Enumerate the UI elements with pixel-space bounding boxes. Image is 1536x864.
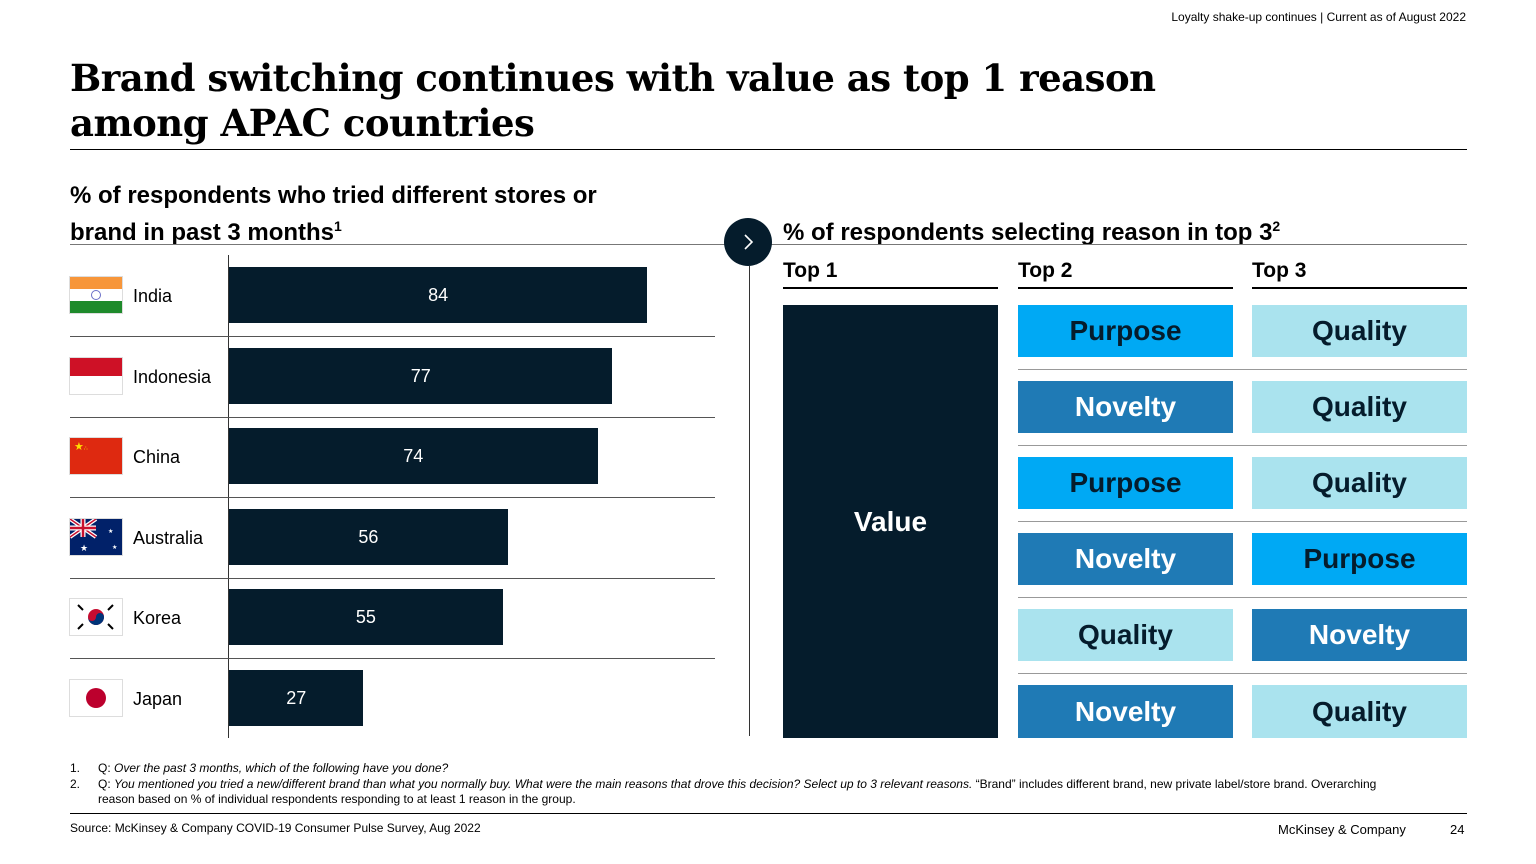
bar-value-label: 56	[358, 526, 379, 547]
bar-value-label: 74	[403, 445, 424, 466]
bar-korea: 55	[229, 589, 503, 645]
left-chart-title: % of respondents who tried different sto…	[70, 182, 597, 246]
country-label: India	[133, 286, 173, 306]
right-title-divider	[770, 244, 1467, 245]
reason-cell-novelty: Novelty	[1018, 533, 1233, 585]
indonesia-flag-icon	[70, 358, 122, 394]
page-number: 24	[1450, 822, 1465, 837]
japan-flag-icon	[70, 680, 122, 716]
row-separator	[1018, 369, 1467, 370]
bar-indonesia: 77	[229, 348, 613, 404]
svg-text:★: ★	[108, 528, 113, 535]
section-divider	[749, 266, 750, 736]
china-flag-icon: ★∴	[70, 438, 122, 474]
reason-cell-novelty: Novelty	[1018, 381, 1233, 433]
bar-value-label: 77	[410, 365, 431, 386]
row-separator	[1018, 521, 1467, 522]
reason-cell-novelty: Novelty	[1018, 685, 1233, 738]
reason-cell-purpose: Purpose	[1018, 305, 1233, 357]
row-separator	[1018, 597, 1467, 598]
country-label: Indonesia	[133, 367, 212, 387]
left-title-divider	[70, 244, 730, 245]
bar-china: 74	[229, 428, 598, 484]
svg-text:★: ★	[112, 544, 117, 551]
bar-australia: 56	[229, 509, 508, 565]
india-flag-icon	[70, 277, 122, 313]
arrow-connector	[724, 218, 772, 266]
australia-flag-icon: ★ ★ ★	[70, 519, 122, 555]
country-label: Japan	[133, 689, 183, 709]
footer-divider	[70, 813, 1467, 814]
reason-cell-purpose: Purpose	[1018, 457, 1233, 509]
bar-axis	[228, 255, 229, 738]
bar-value-label: 27	[286, 687, 307, 708]
source: Source: McKinsey & Company COVID-19 Cons…	[70, 821, 481, 835]
column-header: Top 2	[1018, 259, 1233, 289]
country-label: Korea	[133, 608, 182, 628]
reason-cell-purpose: Purpose	[1252, 533, 1467, 585]
reason-cell-quality: Quality	[1252, 457, 1467, 509]
row-separator	[70, 497, 715, 498]
reason-cell-quality: Quality	[1252, 685, 1467, 738]
page-title: Brand switching continues with value as …	[70, 56, 1156, 145]
row-separator	[70, 658, 715, 659]
country-label: Australia	[133, 528, 204, 548]
row-separator	[70, 417, 715, 418]
column-header: Top 1	[783, 259, 998, 289]
bar-value-label: 84	[428, 284, 449, 305]
column-header: Top 3	[1252, 259, 1467, 289]
top-note: Loyalty shake-up continues | Current as …	[1171, 10, 1466, 24]
svg-text:★: ★	[80, 543, 88, 553]
row-separator	[70, 336, 715, 337]
row-separator	[70, 578, 715, 579]
bar-india: 84	[229, 267, 648, 323]
title-divider	[70, 149, 1467, 150]
reason-cell-quality: Quality	[1252, 381, 1467, 433]
company-name: McKinsey & Company	[1278, 822, 1406, 837]
korea-flag-icon	[70, 599, 122, 635]
row-separator	[1018, 673, 1467, 674]
right-chart-title: % of respondents selecting reason in top…	[783, 218, 1281, 246]
reason-cell-quality: Quality	[1252, 305, 1467, 357]
chevron-right-icon	[744, 234, 754, 250]
top1-value-cell: Value	[783, 305, 998, 738]
row-separator	[1018, 445, 1467, 446]
bar-japan: 27	[229, 670, 364, 726]
reason-cell-novelty: Novelty	[1252, 609, 1467, 661]
bar-value-label: 55	[355, 606, 376, 627]
reason-cell-quality: Quality	[1018, 609, 1233, 661]
country-label: China	[133, 447, 181, 467]
footnotes: 1. Q: Over the past 3 months, which of th…	[70, 761, 1377, 806]
